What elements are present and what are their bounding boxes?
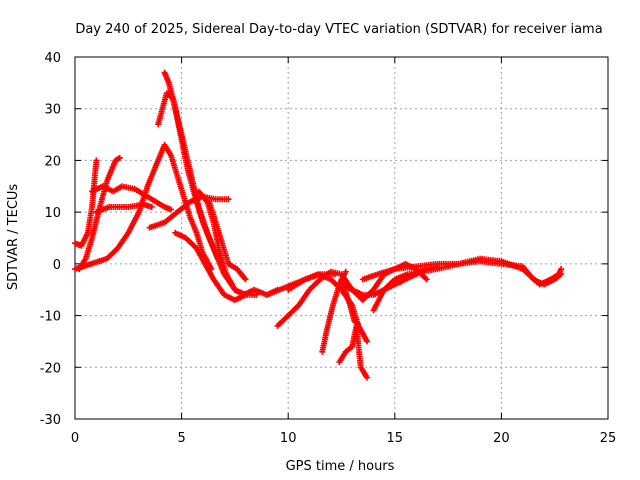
data-series — [285, 271, 339, 293]
x-tick-label: 25 — [600, 431, 617, 446]
data-series — [89, 183, 174, 213]
grid — [75, 57, 608, 419]
x-tick-label: 15 — [387, 431, 404, 446]
data-series — [336, 322, 371, 381]
plot-frame — [74, 56, 609, 420]
axis-ticks: 0 5 10 15 20 25 -30 -20 -10 0 10 20 30 40 — [40, 51, 617, 446]
data-series — [76, 154, 123, 273]
y-tick-label: 0 — [53, 258, 61, 273]
data-point-marker — [225, 196, 232, 203]
data-point-marker — [332, 271, 339, 278]
y-tick-label: -20 — [40, 361, 61, 376]
y-axis-label: SDTVAR / TECUs — [6, 184, 21, 291]
data-series — [172, 229, 260, 304]
y-tick-label: -10 — [40, 310, 61, 325]
data-point-marker — [558, 271, 565, 278]
data-point-marker — [116, 154, 123, 161]
x-tick-label: 10 — [280, 431, 297, 446]
data-series — [195, 188, 281, 298]
x-tick-label: 0 — [71, 431, 79, 446]
data-series — [206, 198, 249, 283]
x-tick-label: 20 — [493, 431, 510, 446]
data-point-marker — [148, 203, 155, 210]
y-tick-label: 10 — [44, 206, 61, 221]
data-series — [72, 157, 100, 249]
chart-title: Day 240 of 2025, Sidereal Day-to-day VTE… — [75, 22, 602, 37]
x-tick-label: 5 — [177, 431, 185, 446]
data-layer — [72, 69, 565, 381]
data-point-marker — [558, 266, 565, 273]
data-point-marker — [167, 206, 174, 213]
data-point-marker — [342, 268, 349, 275]
data-point-marker — [242, 276, 249, 283]
data-series — [359, 258, 565, 288]
data-point-marker — [93, 157, 100, 164]
x-axis-label: GPS time / hours — [286, 459, 395, 474]
y-tick-label: 20 — [44, 154, 61, 169]
data-series — [338, 276, 362, 329]
y-tick-label: 40 — [44, 51, 61, 66]
data-point-marker — [364, 338, 371, 345]
y-tick-label: 30 — [44, 103, 61, 118]
data-point-marker — [364, 374, 371, 381]
y-tick-label: -30 — [40, 413, 61, 428]
data-point-marker — [423, 276, 430, 283]
data-point-marker — [355, 322, 362, 329]
data-series — [93, 201, 155, 216]
